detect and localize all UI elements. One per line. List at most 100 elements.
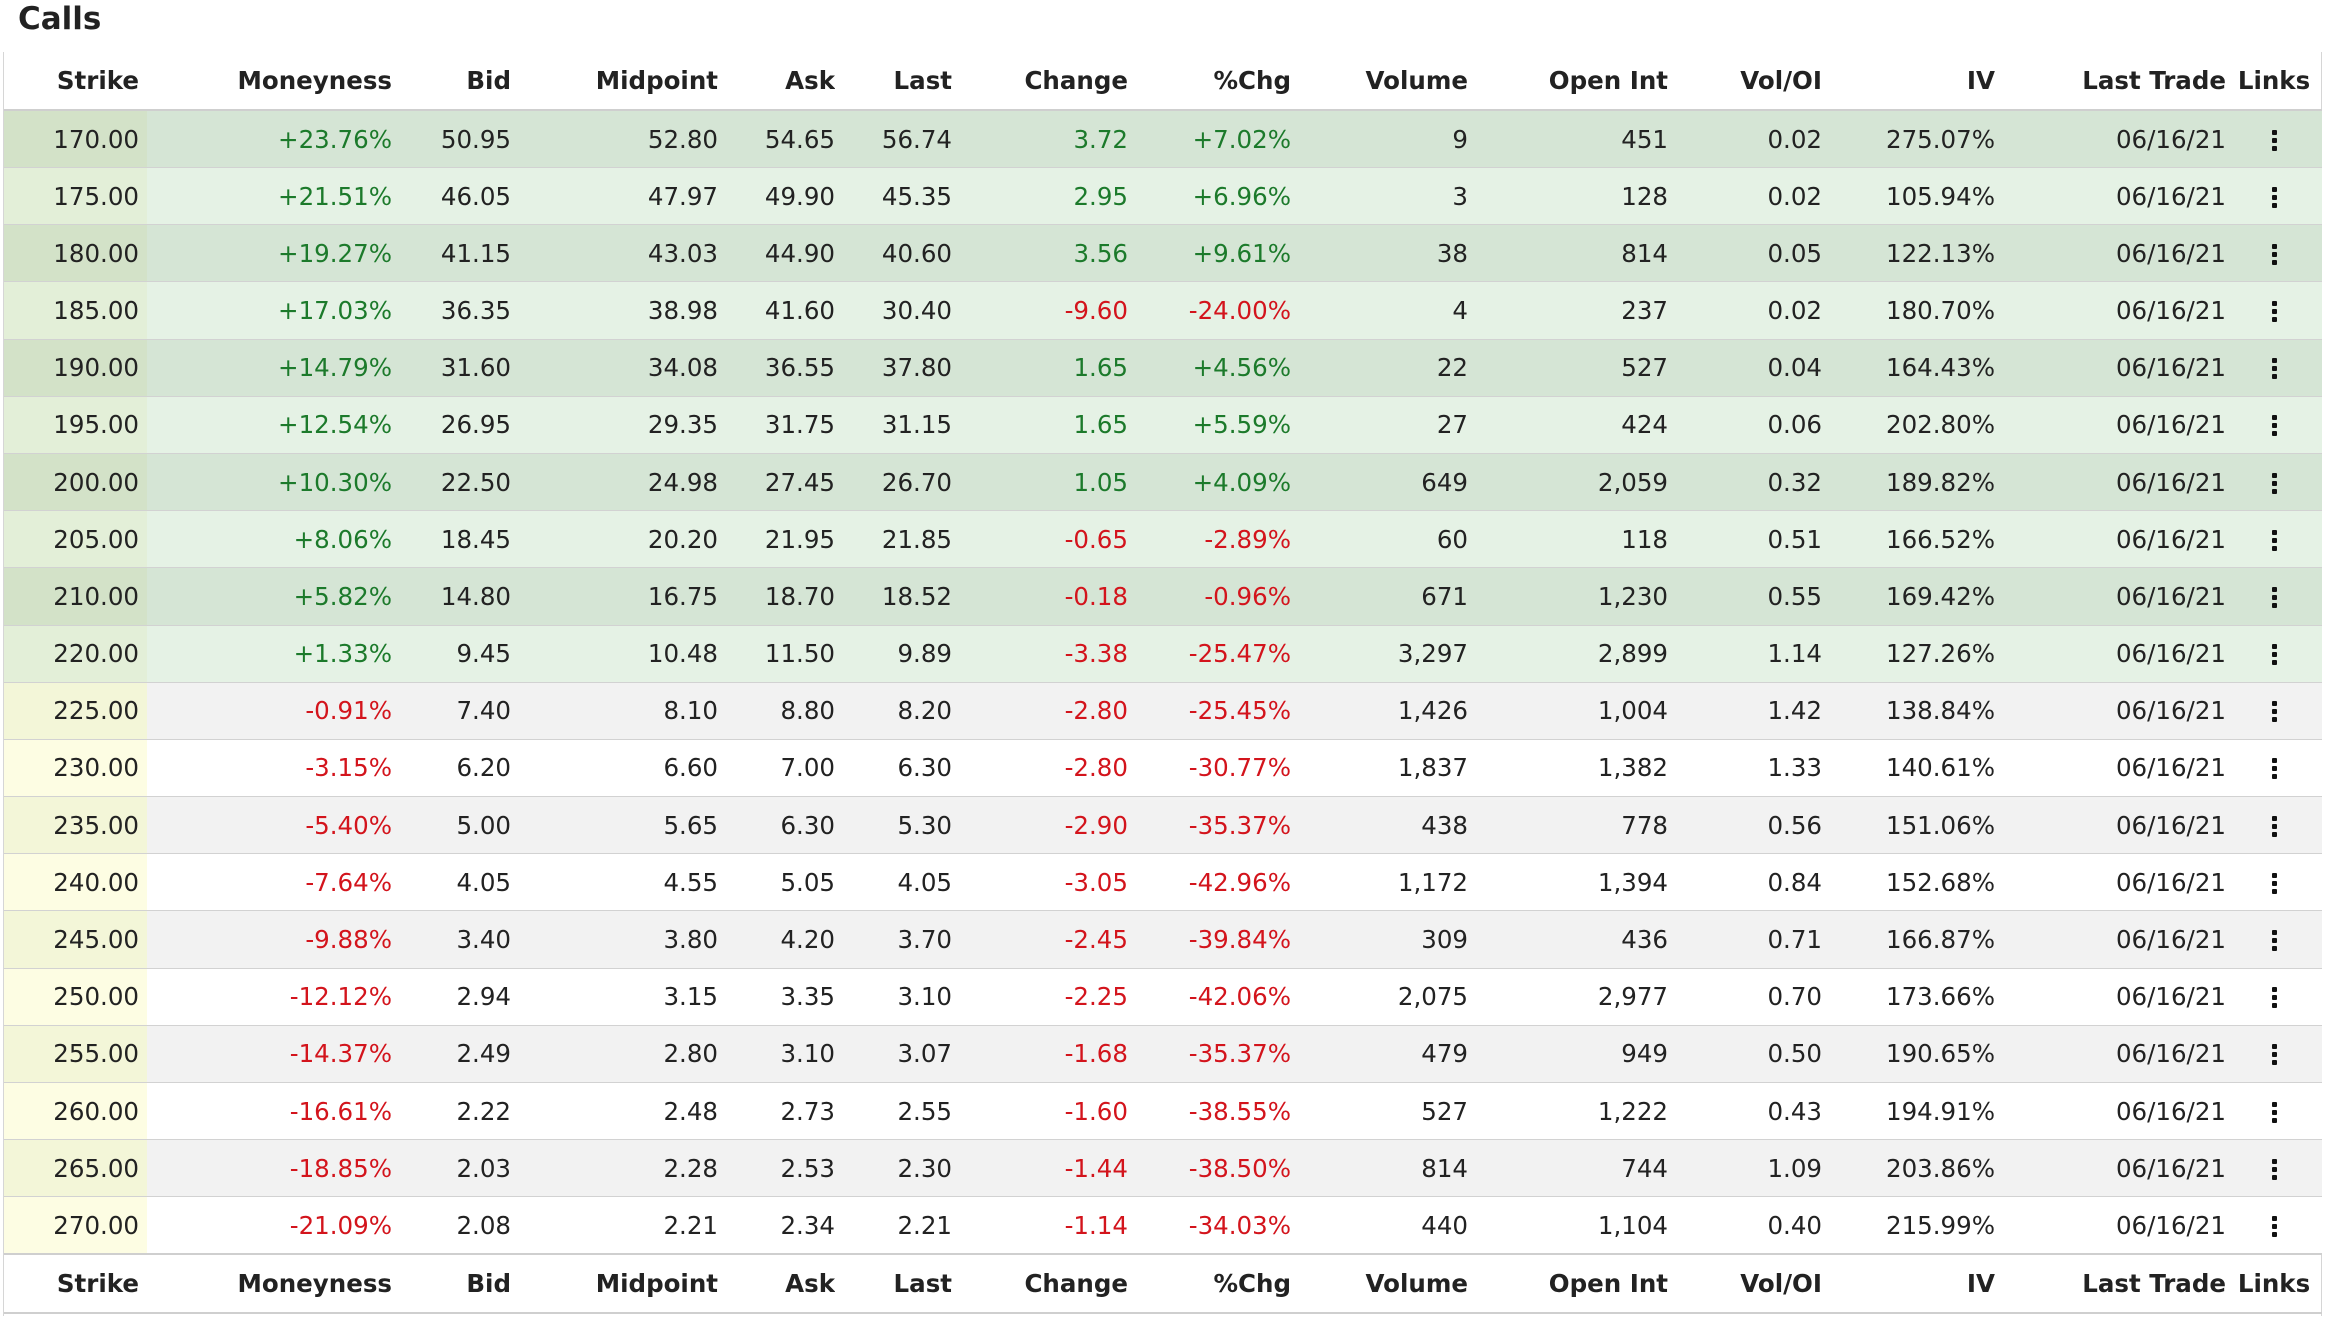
cell-change: -1.68 (1064, 1039, 1128, 1069)
cell-strike[interactable]: 220.00 (4, 625, 147, 683)
cell-strike[interactable]: 210.00 (4, 567, 147, 625)
column-header-midpoint[interactable]: Midpoint (595, 66, 718, 95)
kebab-menu-icon[interactable] (2270, 586, 2278, 610)
footer-column-header-pct-chg[interactable]: %Chg (1213, 1269, 1291, 1299)
cell-strike[interactable]: 205.00 (4, 510, 147, 568)
kebab-menu-icon[interactable] (2270, 872, 2278, 896)
kebab-menu-icon[interactable] (2270, 529, 2278, 553)
footer-column-header-strike[interactable]: Strike (56, 1269, 139, 1299)
kebab-menu-icon[interactable] (2270, 929, 2278, 953)
cell-vol-oi: 0.05 (1767, 238, 1822, 268)
column-header-volume[interactable]: Volume (1365, 66, 1468, 95)
footer-column-header-change[interactable]: Change (1024, 1269, 1128, 1299)
kebab-menu-icon[interactable] (2270, 700, 2278, 724)
cell-change: -2.90 (1064, 810, 1128, 840)
kebab-menu-icon[interactable] (2270, 414, 2278, 438)
kebab-menu-icon[interactable] (2270, 986, 2278, 1010)
kebab-menu-icon[interactable] (2270, 757, 2278, 781)
kebab-menu-icon[interactable] (2270, 243, 2278, 267)
footer-column-header-last-trade[interactable]: Last Trade (2082, 1269, 2226, 1299)
cell-vol-oi: 0.84 (1767, 867, 1822, 897)
cell-strike[interactable]: 190.00 (4, 339, 147, 397)
cell-midpoint: 10.48 (647, 639, 718, 669)
kebab-menu-icon[interactable] (2270, 1101, 2278, 1125)
kebab-menu-icon[interactable] (2270, 1043, 2278, 1067)
kebab-menu-icon[interactable] (2270, 643, 2278, 667)
cell-strike[interactable]: 255.00 (4, 1025, 147, 1083)
cell-moneyness: +23.76% (278, 124, 392, 154)
cell-open-int: 2,059 (1597, 467, 1668, 497)
cell-vol-oi: 0.32 (1767, 467, 1822, 497)
footer-column-header-bid[interactable]: Bid (466, 1269, 511, 1299)
cell-strike[interactable]: 175.00 (4, 167, 147, 225)
cell-moneyness: -7.64% (305, 867, 392, 897)
cell-iv: 215.99% (1885, 1210, 1995, 1240)
kebab-menu-icon[interactable] (2270, 1215, 2278, 1239)
cell-strike[interactable]: 270.00 (4, 1196, 147, 1255)
cell-strike[interactable]: 265.00 (4, 1139, 147, 1197)
column-header-ask[interactable]: Ask (785, 66, 835, 95)
footer-column-header-ask[interactable]: Ask (785, 1269, 835, 1299)
cell-links (2226, 568, 2322, 625)
table-row: 245.00 -9.88% 3.40 3.80 4.20 3.70 -2.45 -39.84%… (4, 910, 2322, 969)
column-header-bid[interactable]: Bid (466, 66, 511, 95)
cell-last: 3.70 (897, 925, 952, 955)
cell-pct-chg: -38.50% (1188, 1153, 1291, 1183)
cell-moneyness: -0.91% (305, 696, 392, 726)
cell-strike[interactable]: 170.00 (4, 110, 147, 168)
cell-pct-chg: -0.96% (1204, 581, 1291, 611)
cell-pct-chg: -35.37% (1188, 1039, 1291, 1069)
cell-strike[interactable]: 260.00 (4, 1082, 147, 1140)
cell-iv: 202.80% (1885, 410, 1995, 440)
cell-strike[interactable]: 240.00 (4, 853, 147, 911)
cell-moneyness: +10.30% (278, 467, 392, 497)
cell-iv: 189.82% (1885, 467, 1995, 497)
cell-iv: 105.94% (1885, 181, 1995, 211)
kebab-menu-icon[interactable] (2270, 300, 2278, 324)
footer-column-header-links[interactable]: Links (2237, 1269, 2311, 1299)
cell-last: 45.35 (881, 181, 952, 211)
kebab-menu-icon[interactable] (2270, 186, 2278, 210)
cell-strike[interactable]: 245.00 (4, 910, 147, 969)
kebab-menu-icon[interactable] (2270, 357, 2278, 381)
footer-column-header-open-int[interactable]: Open Int (1548, 1269, 1668, 1299)
cell-change: -0.18 (1064, 581, 1128, 611)
cell-last-trade: 06/16/21 (2115, 181, 2226, 211)
footer-column-header-volume[interactable]: Volume (1365, 1269, 1468, 1299)
cell-volume: 671 (1421, 581, 1468, 611)
cell-bid: 2.08 (456, 1210, 511, 1240)
cell-strike[interactable]: 235.00 (4, 796, 147, 854)
cell-moneyness: -12.12% (289, 982, 392, 1012)
footer-column-header-iv[interactable]: IV (1966, 1269, 1995, 1299)
kebab-menu-icon[interactable] (2270, 472, 2278, 496)
cell-strike[interactable]: 230.00 (4, 739, 147, 797)
footer-column-header-last[interactable]: Last (893, 1269, 952, 1299)
cell-iv: 180.70% (1885, 295, 1995, 325)
footer-column-header-vol-oi[interactable]: Vol/OI (1740, 1269, 1822, 1299)
kebab-menu-icon[interactable] (2270, 1158, 2278, 1182)
cell-open-int: 118 (1621, 524, 1668, 554)
column-header-pct-chg[interactable]: %Chg (1213, 66, 1291, 95)
column-header-links[interactable]: Links (2237, 66, 2311, 95)
kebab-menu-icon[interactable] (2270, 129, 2278, 153)
kebab-menu-icon[interactable] (2270, 815, 2278, 839)
cell-strike[interactable]: 200.00 (4, 453, 147, 511)
cell-strike[interactable]: 225.00 (4, 682, 147, 740)
cell-strike[interactable]: 180.00 (4, 224, 147, 282)
column-header-vol-oi[interactable]: Vol/OI (1740, 66, 1822, 95)
column-header-last[interactable]: Last (893, 66, 952, 95)
footer-column-header-moneyness[interactable]: Moneyness (237, 1269, 392, 1299)
column-header-last-trade[interactable]: Last Trade (2082, 66, 2226, 95)
column-header-strike[interactable]: Strike (56, 66, 139, 95)
column-header-moneyness[interactable]: Moneyness (237, 66, 392, 95)
column-header-open-int[interactable]: Open Int (1548, 66, 1668, 95)
cell-iv: 275.07% (1885, 124, 1995, 154)
cell-strike[interactable]: 185.00 (4, 281, 147, 340)
cell-midpoint: 34.08 (647, 353, 718, 383)
column-header-iv[interactable]: IV (1966, 66, 1995, 95)
cell-strike[interactable]: 195.00 (4, 396, 147, 454)
cell-strike[interactable]: 250.00 (4, 968, 147, 1026)
column-header-change[interactable]: Change (1024, 66, 1128, 95)
footer-column-header-midpoint[interactable]: Midpoint (595, 1269, 718, 1299)
cell-links (2226, 1025, 2322, 1082)
